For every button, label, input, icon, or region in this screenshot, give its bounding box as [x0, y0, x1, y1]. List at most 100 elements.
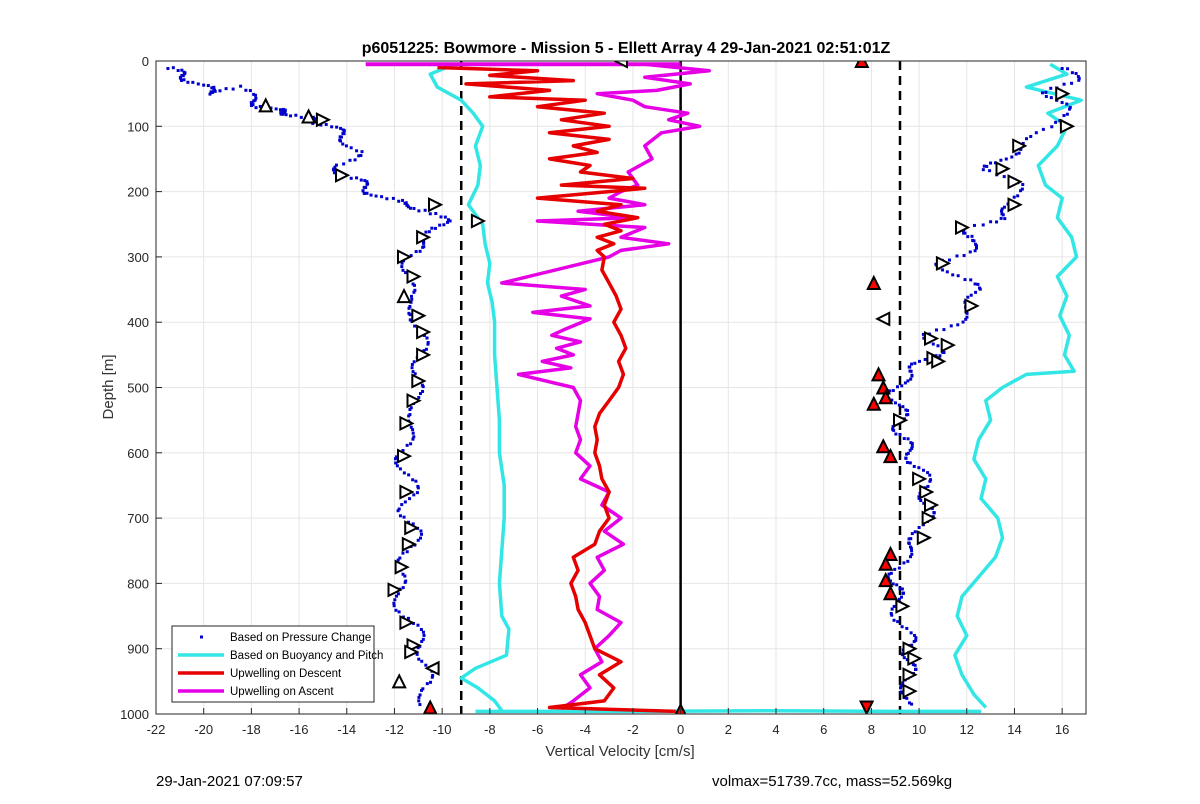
series-pressure-descent-point [417, 395, 421, 399]
marker-triangle-right [902, 683, 918, 699]
series-pressure-descent-point [338, 135, 342, 139]
marker-triangle-right [907, 650, 923, 667]
y-tick-label: 900 [127, 642, 149, 657]
series-pressure-ascent-point [1002, 205, 1006, 209]
series-pressure-descent-point [422, 241, 426, 245]
series-pressure-ascent-point [917, 496, 921, 500]
series-pressure-ascent-point [976, 282, 980, 286]
series-pressure-ascent-point [905, 658, 909, 662]
series-pressure-ascent-point [974, 246, 978, 250]
series-pressure-descent-point [166, 67, 170, 71]
series-pressure-descent-point [413, 288, 417, 292]
marker-triangle-up [882, 545, 899, 561]
marker-triangle-right [416, 229, 432, 245]
series-pressure-descent-point [369, 193, 373, 197]
series-pressure-descent-point [353, 158, 357, 162]
series-pressure-descent-point [413, 372, 417, 376]
series-pressure-ascent-point [912, 464, 916, 468]
x-axis-label: Vertical Velocity [cm/s] [545, 743, 694, 760]
series-pressure-descent-point [416, 623, 420, 627]
series-pressure-ascent-point [892, 428, 896, 432]
series-pressure-descent-point [421, 245, 425, 249]
series-pressure-ascent-point [956, 323, 960, 327]
series-pressure-ascent-point [1077, 78, 1081, 82]
series-pressure-ascent-point [1002, 175, 1006, 179]
series-pressure-ascent-point [938, 354, 942, 358]
series-pressure-ascent-point [1050, 125, 1054, 129]
series-pressure-descent-point [251, 103, 255, 107]
series-pressure-descent-point [420, 688, 424, 692]
marker-triangle-up [391, 673, 407, 689]
series-pressure-descent-point [348, 158, 352, 162]
marker-triangle-right [428, 197, 444, 213]
series-pressure-descent-point [365, 191, 369, 195]
series-pressure-descent-point [417, 657, 421, 661]
series-pressure-ascent-point [972, 239, 976, 243]
series-pressure-ascent-point [905, 460, 909, 464]
legend-label: Upwelling on Ascent [230, 686, 334, 698]
series-pressure-ascent-point [973, 249, 977, 253]
marker-triangle-right [924, 497, 940, 513]
series-pressure-ascent-point [913, 667, 917, 671]
series-pressure-descent-point [413, 324, 417, 328]
series-pressure-ascent-point [941, 268, 945, 272]
series-pressure-descent-point [339, 126, 343, 130]
series-pressure-ascent-point [907, 541, 911, 545]
series-pressure-descent-point [294, 113, 298, 117]
series-pressure-descent-point [393, 457, 397, 461]
series-pressure-descent-point [409, 406, 413, 410]
legend-label: Based on Buoyancy and Pitch [230, 650, 383, 662]
series-pressure-ascent-point [1014, 152, 1018, 156]
series-pressure-ascent-point [921, 332, 925, 336]
series-pressure-ascent-point [910, 643, 914, 647]
series-pressure-ascent-point [910, 532, 914, 536]
marker-triangle-right [397, 249, 413, 265]
y-axis-label: Depth [m] [100, 354, 117, 419]
series-pressure-ascent-point [888, 579, 892, 583]
series-pressure-ascent-point [921, 468, 925, 472]
series-pressure-descent-point [396, 592, 400, 596]
series-pressure-ascent-point [966, 235, 970, 239]
series-pressure-ascent-point [926, 471, 930, 475]
series-pressure-ascent-point [900, 384, 904, 388]
series-pressure-ascent-point [895, 583, 899, 587]
series-pressure-ascent-point [945, 270, 949, 274]
series-pressure-ascent-point [910, 552, 914, 556]
series-pressure-descent-point [408, 497, 412, 501]
series-pressure-descent-point [392, 601, 396, 605]
series-pressure-ascent-point [1041, 127, 1045, 131]
series-pressure-ascent-point [961, 320, 965, 324]
x-tick-label: -4 [579, 722, 591, 737]
series-pressure-ascent-point [910, 445, 914, 449]
series-pressure-descent-point [422, 240, 426, 244]
series-pressure-descent-point [330, 125, 334, 129]
series-pressure-descent-point [213, 89, 217, 93]
series-pressure-descent-point [258, 104, 262, 108]
marker-triangle-right [399, 614, 415, 631]
marker-triangle-right [401, 536, 418, 552]
x-tick-label: 8 [868, 722, 875, 737]
series-pressure-ascent-point [978, 287, 982, 291]
marker-triangle-up [878, 389, 894, 405]
series-pressure-descent-point [401, 198, 405, 202]
series-pressure-ascent-point [1021, 141, 1025, 145]
series-pressure-descent-point [416, 538, 420, 542]
series-pressure-ascent-point [910, 549, 914, 553]
series-pressure-descent-point [361, 189, 365, 193]
series-pressure-descent-point [278, 108, 282, 112]
series-pressure-descent-point [186, 80, 190, 84]
series-pressure-ascent-point [969, 278, 973, 282]
series-pressure-ascent-point [899, 686, 903, 690]
series-upwelling-descent [437, 65, 676, 714]
series-pressure-descent-point [412, 435, 416, 439]
series-pressure-descent-point [360, 150, 364, 154]
series-pressure-descent-point [359, 154, 363, 158]
legend: Based on Pressure Change Based on Buoyanc… [171, 625, 383, 703]
series-pressure-ascent-point [888, 389, 892, 393]
series-pressure-descent-point [433, 226, 437, 230]
marker-triangle-right [411, 373, 427, 389]
series-pressure-ascent-point [929, 478, 933, 482]
series-pressure-descent-point [424, 663, 428, 667]
series-pressure-descent-point [344, 144, 348, 148]
